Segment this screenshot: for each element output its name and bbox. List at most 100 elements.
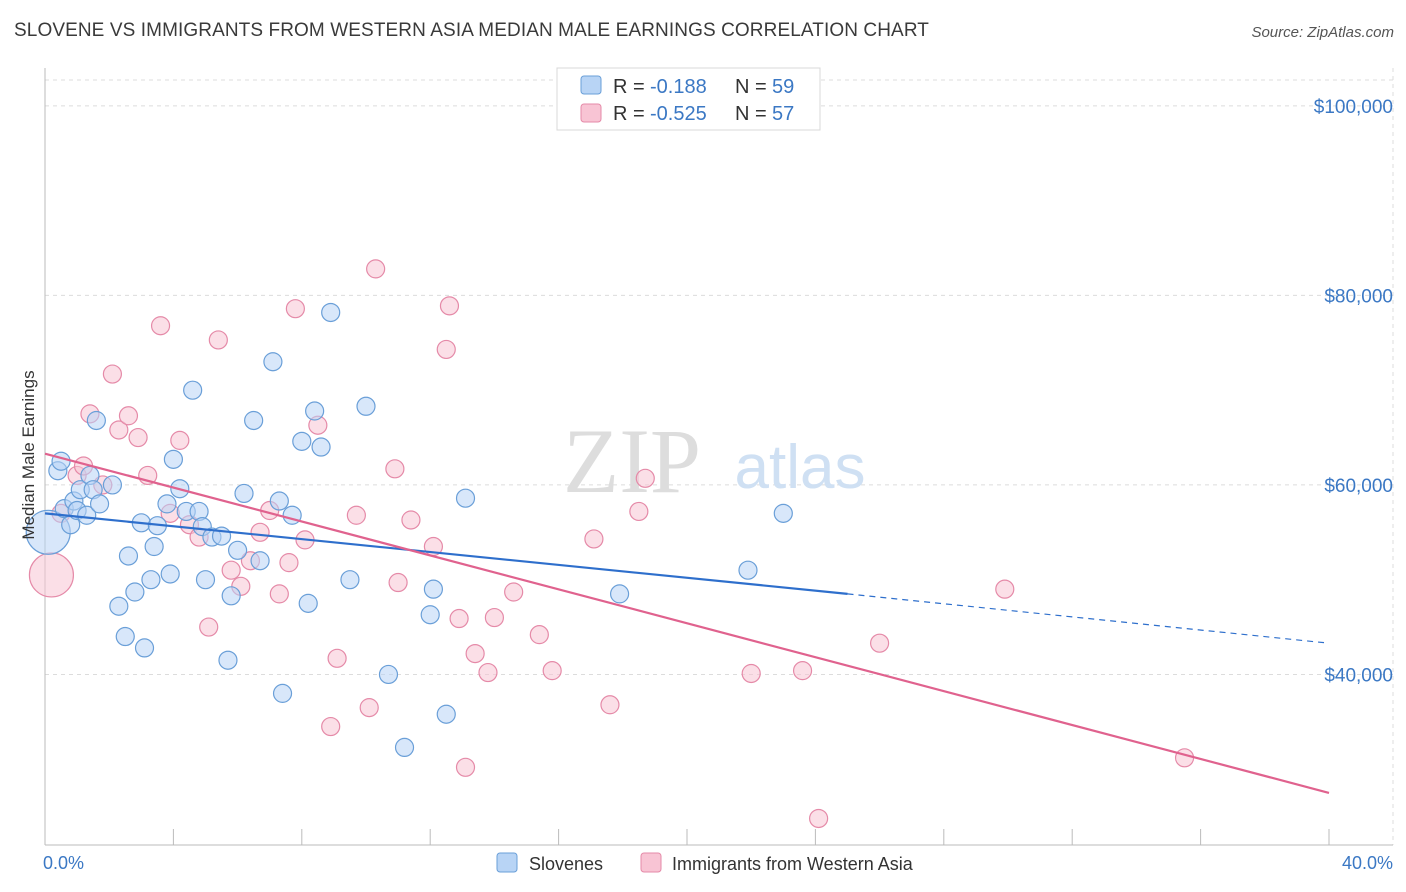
slovenes-point [77,505,97,525]
immigrants-point [455,757,476,777]
immigrants-point [388,572,408,593]
x-tick-label-max: 40.0% [1342,853,1393,873]
slovenes-point [183,380,203,400]
y-tick-label: $100,000 [1314,97,1393,118]
x-tick-label-min: 0.0% [43,853,84,873]
immigrants-point [584,529,604,549]
immigrants-point [629,501,649,522]
immigrants-point [869,633,890,653]
slovenes-point [115,626,135,647]
immigrants-point [478,662,498,683]
slovenes-point [250,551,270,571]
slovenes-point [144,536,164,557]
slovenes-point [102,475,123,495]
slovenes-point [269,491,289,511]
slovenes-point [340,570,360,590]
series-legend: Slovenes Immigrants from Western Asia [496,852,914,874]
trend-lines [44,452,1330,794]
immigrants-point [1174,748,1195,768]
slovenes-point [272,683,293,703]
slovenes-point [378,664,399,685]
immigrants-point [401,510,421,530]
immigrants-point [346,505,366,525]
chart-title: SLOVENE VS IMMIGRANTS FROM WESTERN ASIA … [14,20,930,41]
slovenes-point [218,650,238,670]
immigrants-point [529,625,549,645]
slovenes-point [455,488,476,508]
immigrants-point [792,661,813,681]
series-label-immigrants: Immigrants from Western Asia [672,854,914,874]
legend-r-value-slovenes: -0.188 [650,76,707,98]
y-tick-label: $60,000 [1324,476,1393,497]
immigrants-point [208,330,228,350]
immigrants-point [102,364,123,384]
legend-r-value-immigrants: -0.525 [650,103,707,125]
slovenes-point [738,560,758,580]
immigrants-point [279,553,299,573]
immigrants-point [809,808,829,829]
immigrants-point [542,661,562,681]
slovenes-point [195,570,216,590]
series-label-slovenes: Slovenes [529,854,603,874]
immigrants-point [600,695,620,715]
legend-swatch-slovenes [580,75,602,95]
slovenes-point [228,540,248,560]
slovenes-point [109,596,129,616]
chart-source: Source: ZipAtlas.com [1251,24,1394,41]
slovenes-point [356,396,376,416]
slovenes-point [311,437,331,457]
slovenes-points [25,302,793,758]
immigrants-point [321,716,341,737]
y-axis-label: Median Male Earnings [19,370,38,539]
immigrants-point [109,420,129,440]
slovenes-point [51,451,71,471]
slovenes-point [244,410,264,431]
slovenes-point [263,352,283,372]
immigrants-point [170,430,190,450]
legend-r-label-slovenes: R = [613,76,645,98]
slovenes-point [773,503,793,523]
slovenes-point [221,586,241,606]
immigrants-trend-line [44,452,1330,794]
immigrants-point [741,663,761,684]
legend-swatch-immigrants [580,103,602,123]
y-tick-labels: $40,000 $60,000 $80,000 $100,000 [1314,97,1393,687]
immigrants-point [449,608,469,629]
slovenes-point [163,449,183,469]
slovenes-point [86,410,106,431]
immigrants-point [221,560,241,580]
immigrants-point [436,339,456,360]
slovenes-point [292,431,312,451]
slovenes-point [89,494,110,514]
slovenes-point [160,564,180,584]
slovenes-point [157,494,177,514]
slovenes-point [609,584,630,604]
slovenes-trend-extension [847,593,1330,644]
slovenes-point [134,638,155,658]
immigrants-point [118,406,139,426]
legend-n-label-immigrants: N = [735,103,767,125]
slovenes-point [305,401,325,421]
immigrants-point [504,582,524,602]
legend-r-label-immigrants: R = [613,103,645,125]
slovenes-point [423,579,444,599]
slovenes-point [118,546,139,566]
immigrants-point [327,648,347,668]
immigrants-point [995,579,1015,599]
grid-lines [45,68,1394,845]
correlation-legend: R = -0.188 N = 59 R = -0.525 N = 57 [556,67,821,131]
series-swatch-slovenes [496,852,518,873]
immigrants-point [359,698,379,718]
slovenes-point [420,605,440,625]
legend-n-label-slovenes: N = [735,76,767,98]
slovenes-point [125,582,145,602]
immigrants-point [269,584,289,604]
immigrants-point [128,427,148,448]
axes [44,68,1393,846]
immigrants-point [484,607,504,628]
watermark-atlas: atlas [735,433,866,502]
immigrants-point [28,552,75,598]
immigrants-point [250,522,270,542]
slovenes-point [298,593,318,613]
